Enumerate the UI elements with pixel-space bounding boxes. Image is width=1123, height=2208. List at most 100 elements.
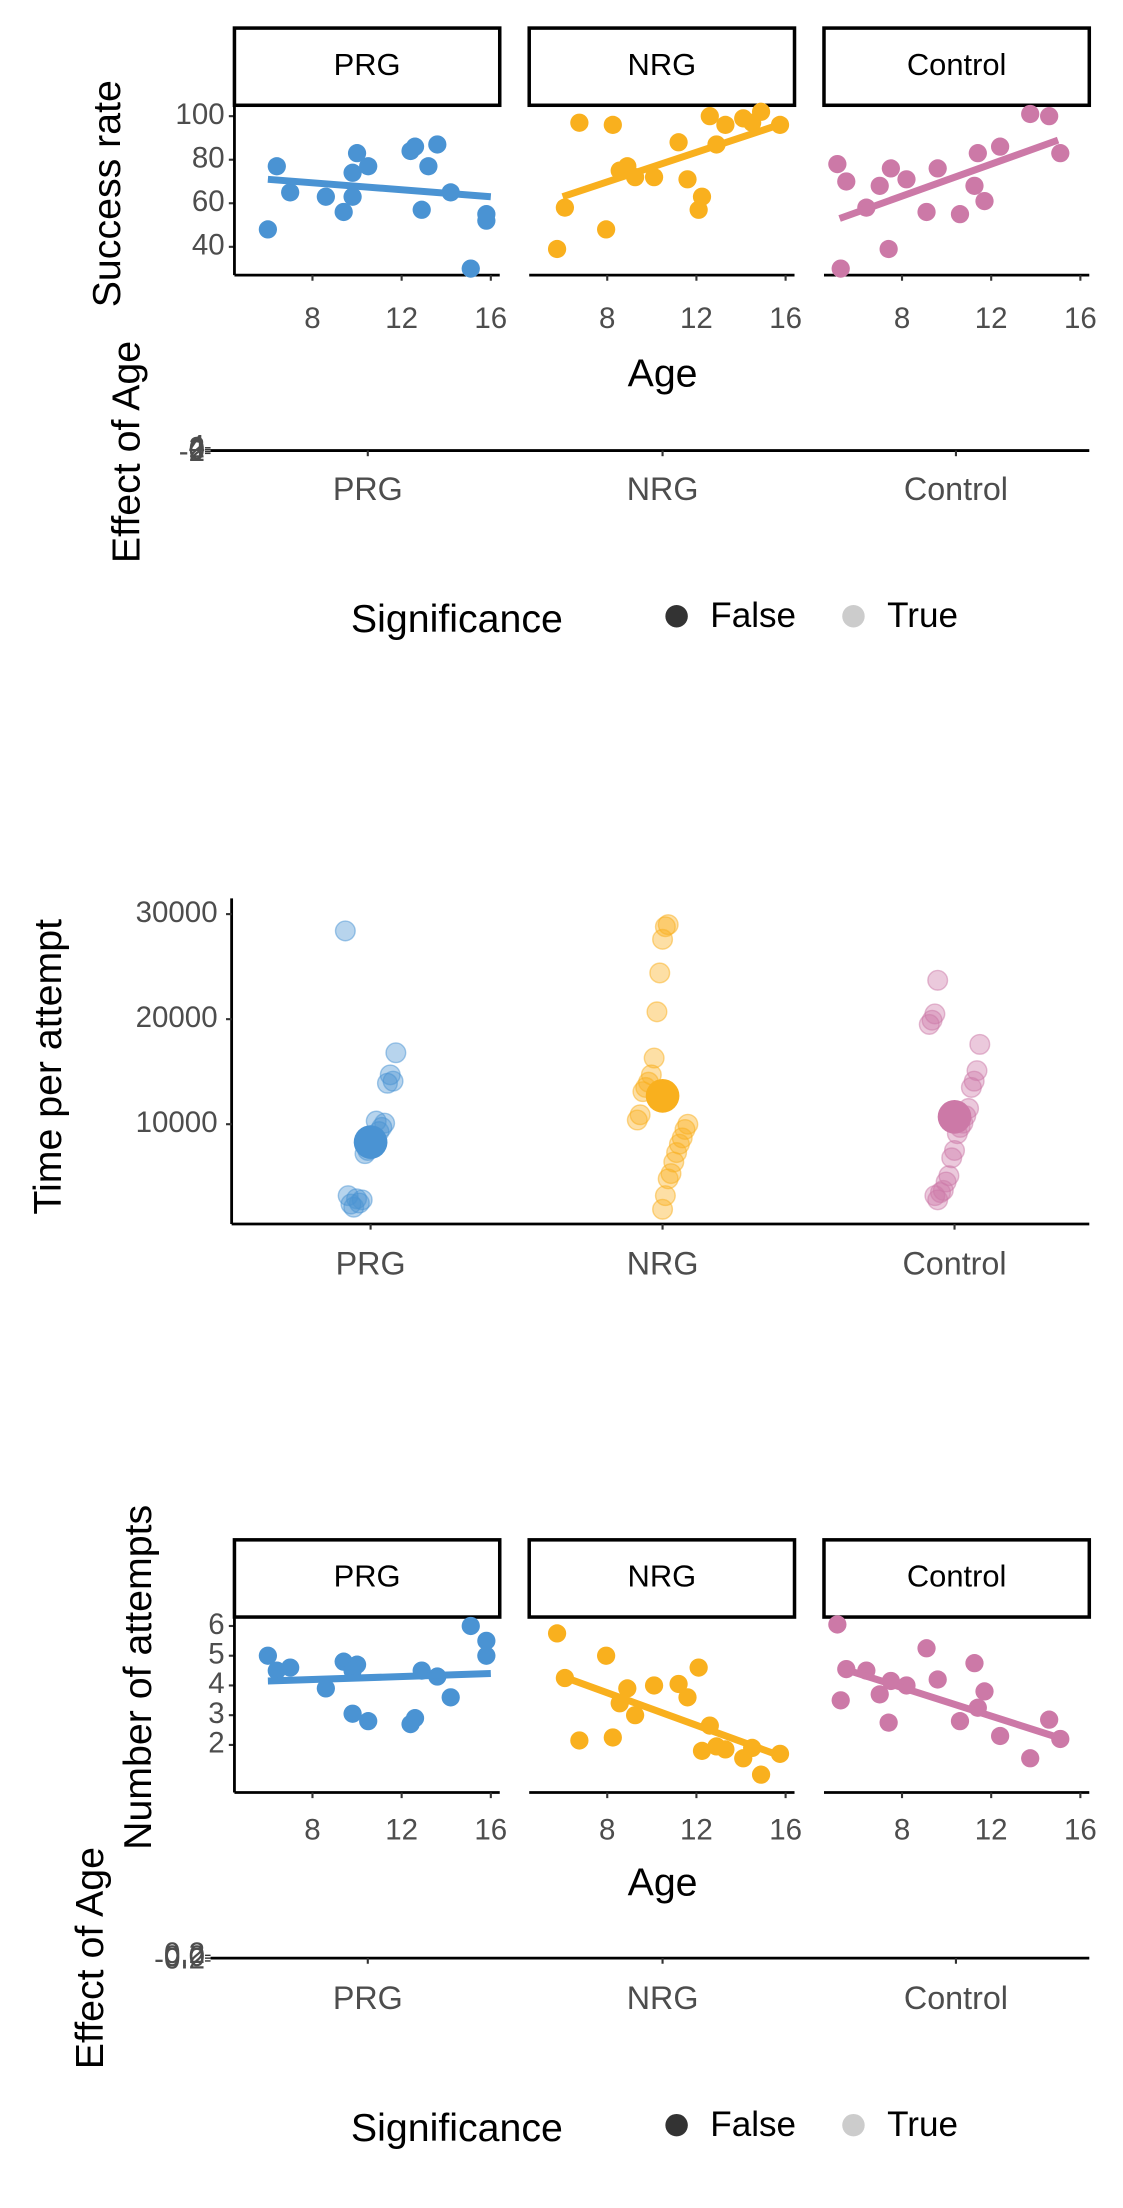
point xyxy=(625,1706,645,1725)
facet-title: NRG xyxy=(628,47,697,82)
point xyxy=(643,1047,665,1069)
x-tick-label: 16 xyxy=(1064,302,1097,335)
x-tick-label: 8 xyxy=(599,302,615,335)
point xyxy=(1040,107,1059,126)
point xyxy=(340,1193,362,1215)
point xyxy=(644,168,664,187)
y-tick-label: 2 xyxy=(189,431,205,464)
point xyxy=(603,1728,622,1747)
point xyxy=(950,205,970,224)
point xyxy=(343,187,362,206)
point xyxy=(678,1688,697,1707)
y-axis-title: Time per attempt xyxy=(26,919,70,1215)
x-tick-label: 12 xyxy=(975,1814,1008,1847)
x-tick-label: 16 xyxy=(474,302,507,335)
y-tick-label: 3 xyxy=(208,1697,224,1730)
y-axis-title: Success rate xyxy=(85,80,129,307)
point xyxy=(359,157,378,176)
point xyxy=(385,1042,407,1064)
x-tick-label: Control xyxy=(903,1246,1007,1282)
point xyxy=(716,1740,735,1759)
point xyxy=(461,259,480,278)
point xyxy=(428,135,447,154)
point xyxy=(689,1658,708,1677)
point xyxy=(965,176,984,195)
y-tick-label: 30000 xyxy=(136,896,218,929)
point xyxy=(975,191,994,211)
x-tick-label: 16 xyxy=(769,302,802,335)
x-tick-label: PRG xyxy=(333,471,403,507)
point xyxy=(570,113,589,132)
point xyxy=(692,187,712,206)
point xyxy=(412,200,431,219)
point xyxy=(828,154,847,174)
facet-strip xyxy=(232,26,502,108)
point xyxy=(477,1631,496,1650)
point xyxy=(831,1691,850,1710)
fit-line xyxy=(561,1673,781,1759)
facet-strip xyxy=(822,1538,1092,1619)
y-tick-label: 0.2 xyxy=(164,1937,205,1970)
point xyxy=(405,137,425,156)
point xyxy=(669,1674,688,1694)
facet-strip xyxy=(232,1538,502,1619)
point xyxy=(316,1679,335,1698)
legend-key xyxy=(842,2113,865,2137)
point xyxy=(547,1624,567,1643)
point xyxy=(547,239,567,259)
point xyxy=(281,183,300,202)
point xyxy=(477,211,496,230)
x-tick-label: Control xyxy=(904,471,1008,507)
point xyxy=(917,202,936,222)
point xyxy=(990,1726,1010,1746)
point xyxy=(837,172,856,191)
point xyxy=(941,1147,963,1169)
point xyxy=(968,144,987,163)
point xyxy=(716,115,735,134)
y-tick-label: 10000 xyxy=(136,1106,218,1139)
y-tick-label: 4 xyxy=(189,430,205,463)
legend-key xyxy=(665,2113,688,2137)
x-tick-label: 16 xyxy=(1064,1814,1097,1847)
point xyxy=(347,144,367,163)
point xyxy=(935,1171,957,1193)
mean-point xyxy=(353,1125,388,1159)
point xyxy=(477,1646,496,1665)
point xyxy=(1021,1749,1040,1768)
x-tick-label: NRG xyxy=(627,1246,699,1282)
y-axis-title: Effect of Age xyxy=(105,341,149,563)
point xyxy=(770,1744,790,1763)
y-axis-title: Effect of Age xyxy=(68,1847,112,2069)
y-tick-label: -0.2 xyxy=(154,1943,205,1976)
x-tick-label: NRG xyxy=(627,471,699,507)
x-tick-label: 12 xyxy=(680,302,713,335)
point xyxy=(881,159,900,178)
point xyxy=(626,1109,648,1131)
x-tick-label: 8 xyxy=(304,302,320,335)
point xyxy=(618,1679,637,1698)
point xyxy=(924,1185,946,1207)
y-tick-label: 20000 xyxy=(136,1001,218,1034)
point xyxy=(555,198,575,217)
point xyxy=(343,1196,365,1218)
point xyxy=(975,1682,994,1701)
x-tick-label: PRG xyxy=(333,1980,403,2016)
point xyxy=(1021,104,1040,124)
legend-key xyxy=(665,604,688,628)
legend-label: True xyxy=(887,596,958,635)
point xyxy=(918,1013,940,1035)
point xyxy=(334,920,356,942)
point xyxy=(1051,144,1070,163)
point xyxy=(316,187,335,206)
y-tick-label: 0.0 xyxy=(164,1940,205,1973)
point xyxy=(258,1646,278,1665)
y-tick-label: 60 xyxy=(192,185,225,218)
point xyxy=(927,969,949,991)
point xyxy=(751,102,771,121)
point xyxy=(379,1064,401,1086)
x-tick-label: PRG xyxy=(336,1246,406,1282)
y-tick-label: 100 xyxy=(175,98,224,131)
x-tick-label: Control xyxy=(904,1980,1008,2016)
mean-point xyxy=(645,1079,680,1113)
